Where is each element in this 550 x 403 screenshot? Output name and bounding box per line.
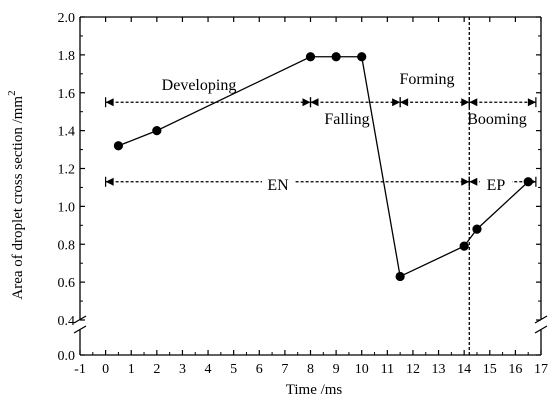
arrow-head — [400, 98, 409, 107]
phase-label: EN — [267, 177, 289, 194]
arrow-head — [461, 98, 470, 107]
phase-annotations: Developing Falling Forming Booming EN EP — [105, 17, 537, 355]
x-tick-label: 2 — [153, 362, 160, 377]
data-point — [152, 126, 162, 136]
y-tick-label: 1.8 — [58, 49, 76, 64]
data-point — [331, 52, 341, 62]
label-backdrop — [262, 172, 294, 191]
phase-span-en: EN — [105, 172, 470, 194]
x-tick-label: 15 — [483, 362, 497, 377]
x-tick-label: 0 — [102, 362, 109, 377]
x-tick-label: 6 — [256, 362, 263, 377]
plot-frame — [73, 16, 548, 356]
data-point — [459, 241, 469, 251]
x-tick-label: 10 — [355, 362, 369, 377]
arrow-head — [302, 98, 311, 107]
x-axis-ticks: -1 0 1 2 3 4 5 6 7 8 9 10 11 12 13 14 15 16 17 — [74, 17, 548, 377]
x-tick-label: 11 — [381, 362, 394, 377]
x-tick-label: 12 — [406, 362, 420, 377]
y-tick-label: 0.6 — [58, 276, 76, 291]
arrow-head — [469, 98, 478, 107]
y-axis-ticks: 0.0 0.4 0.6 0.8 1.0 1.2 1.4 1.6 1.8 2.0 — [58, 11, 541, 364]
x-tick-label: 5 — [230, 362, 237, 377]
y-tick-label: 1.6 — [58, 87, 76, 102]
data-series — [113, 52, 533, 282]
x-tick-label: 7 — [281, 362, 288, 377]
x-tick-label: 14 — [457, 362, 471, 377]
arrow-head — [105, 98, 114, 107]
x-axis-label: Time /ms — [286, 382, 343, 398]
y-tick-label: 1.0 — [58, 200, 76, 215]
data-point — [395, 271, 405, 282]
x-tick-label: 8 — [307, 362, 314, 377]
phase-label: Developing — [162, 77, 237, 94]
arrow-head — [527, 98, 536, 107]
arrow-head — [469, 177, 478, 186]
x-tick-label: 4 — [205, 362, 212, 377]
label-backdrop — [480, 172, 512, 191]
data-point — [523, 177, 533, 187]
y-tick-label: 1.4 — [58, 125, 76, 140]
phase-label: EP — [487, 177, 506, 194]
x-tick-label: 3 — [179, 362, 186, 377]
data-point — [472, 224, 482, 234]
x-tick-label: 1 — [128, 362, 135, 377]
x-tick-label: 9 — [333, 362, 340, 377]
data-point — [357, 52, 367, 62]
y-axis-label-text: Area of droplet cross section /mm — [10, 96, 26, 300]
arrow-head — [392, 98, 401, 107]
phase-span-falling: Falling — [309, 97, 401, 128]
phase-label: Falling — [324, 111, 369, 128]
y-tick-label: 0.8 — [58, 238, 76, 253]
phase-label: Booming — [467, 111, 527, 128]
x-tick-label: 17 — [534, 362, 548, 377]
y-tick-label: 2.0 — [58, 11, 76, 26]
arrow-head — [105, 177, 114, 186]
data-point — [113, 141, 124, 151]
phase-label: Forming — [399, 71, 454, 88]
axis-break-mark — [73, 325, 87, 334]
arrow-head — [310, 98, 319, 107]
axis-break-mark — [534, 325, 548, 334]
y-tick-label: 0.4 — [58, 314, 76, 329]
phase-span-developing: Developing — [105, 77, 312, 108]
y-tick-label: 0.0 — [58, 349, 76, 364]
data-point — [305, 52, 316, 62]
phase-span-booming: Booming — [467, 97, 537, 128]
arrow-head — [461, 177, 470, 186]
phase-span-forming: Forming — [399, 71, 470, 108]
y-axis-label-superscript: 2 — [6, 90, 18, 96]
x-tick-label: 13 — [432, 362, 446, 377]
x-tick-label: -1 — [74, 362, 86, 377]
x-tick-label: 16 — [508, 362, 522, 377]
y-axis-label: Area of droplet cross section /mm2 — [6, 90, 26, 299]
y-tick-label: 1.2 — [58, 163, 76, 178]
